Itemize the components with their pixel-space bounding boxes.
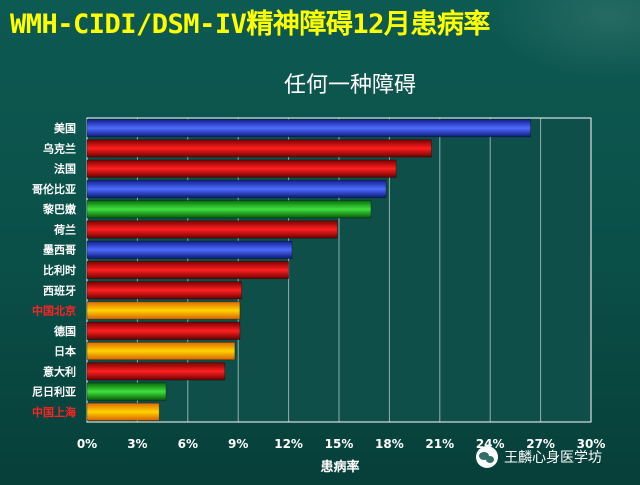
bar: [86, 179, 387, 199]
bar: [86, 240, 293, 259]
page-title: WMH-CIDI/DSM-IV精神障碍12月患病率: [10, 9, 490, 40]
bar: [86, 362, 226, 381]
category-label: 法国: [54, 162, 76, 176]
category-label: 哥伦比亚: [32, 182, 76, 196]
category-label: 德国: [53, 324, 76, 338]
bar: [86, 402, 160, 421]
category-labels: 美国乌克兰法国哥伦比亚黎巴嫩荷兰墨西哥比利时西班牙中国北京德国日本意大利尼日利亚…: [32, 121, 77, 419]
category-label: 比利时: [43, 263, 76, 277]
bar: [86, 200, 372, 219]
watermark-text: 王麟心身医学坊: [504, 450, 602, 466]
x-tick-label: 12%: [274, 437, 303, 451]
bar: [86, 281, 242, 300]
bar: [86, 220, 338, 239]
category-label: 意大利: [43, 364, 76, 378]
x-tick-labels: 0% 3% 6% 9% 12% 15% 18% 21% 24% 27% 30%: [77, 437, 606, 451]
x-tick-label: 9%: [228, 437, 248, 451]
x-tick-label: 30%: [577, 437, 606, 451]
category-label: 墨西哥: [43, 244, 76, 257]
category-label: 日本: [54, 344, 76, 358]
bar: [86, 301, 241, 320]
x-tick-label: 3%: [127, 437, 147, 451]
bar: [86, 159, 397, 178]
corner-decoration: [490, 0, 640, 80]
category-label: 尼日利亚: [32, 385, 76, 399]
bars: [86, 119, 531, 421]
x-axis-label: 患病率: [320, 459, 359, 475]
x-tick-label: 21%: [425, 437, 454, 451]
x-tick-label: 27%: [526, 437, 555, 451]
category-label: 中国北京: [32, 304, 76, 318]
x-tick-label: 15%: [325, 437, 354, 451]
category-label: 中国上海: [32, 405, 76, 419]
chat-bubble-icon: [476, 446, 498, 468]
x-tick-label: 6%: [178, 437, 198, 451]
category-label: 乌克兰: [43, 141, 76, 155]
bar: [86, 139, 432, 158]
bar: [86, 382, 167, 401]
category-label: 西班牙: [43, 283, 76, 297]
category-label: 荷兰: [53, 222, 76, 236]
bar: [86, 119, 531, 138]
watermark: 王麟心身医学坊: [476, 444, 602, 470]
bar: [86, 341, 236, 361]
category-label: 美国: [54, 121, 76, 135]
chart-title: 任何一种障碍: [284, 73, 416, 98]
x-tick-label: 0%: [77, 437, 97, 451]
category-label: 黎巴嫩: [43, 202, 77, 216]
x-tick-label: 18%: [375, 437, 404, 451]
bar: [86, 260, 290, 280]
bar: [86, 321, 241, 340]
